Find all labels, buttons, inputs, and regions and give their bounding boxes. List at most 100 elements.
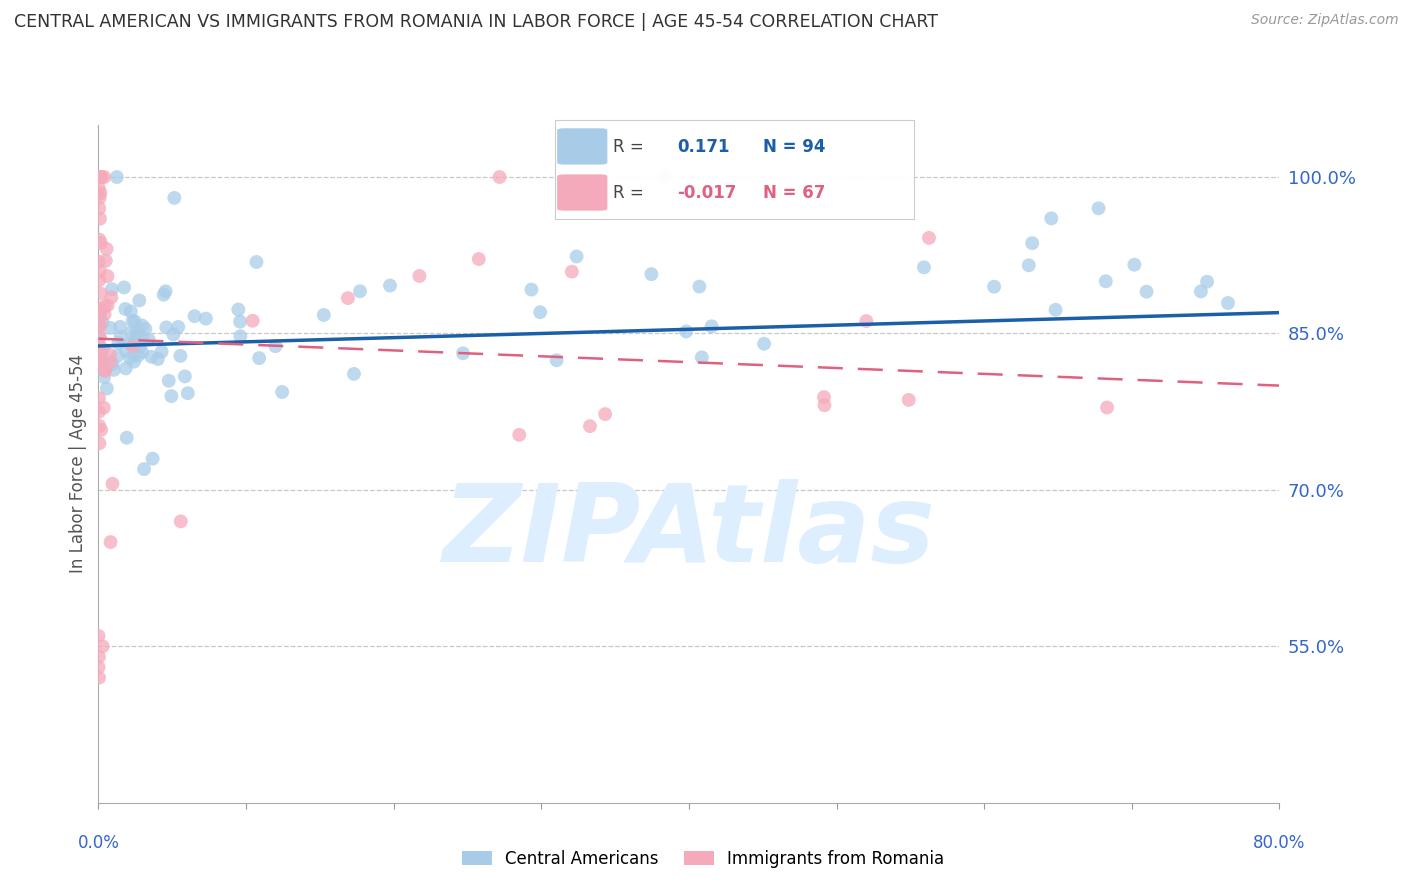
- Point: [89, 211, 111, 226]
- Point: [96, 381, 118, 395]
- Point: [162, 327, 184, 342]
- Point: [127, 348, 149, 362]
- Point: [183, 309, 205, 323]
- Point: [897, 392, 920, 407]
- Text: N = 67: N = 67: [763, 184, 825, 202]
- Point: [101, 476, 124, 491]
- Point: [150, 344, 173, 359]
- Point: [91, 315, 114, 329]
- Point: [131, 318, 153, 333]
- Point: [96, 269, 118, 284]
- Point: [157, 374, 180, 388]
- Point: [152, 287, 174, 301]
- Point: [89, 301, 111, 316]
- Point: [1045, 302, 1067, 317]
- Point: [349, 285, 371, 299]
- Point: [155, 320, 177, 334]
- Point: [96, 242, 118, 256]
- Text: N = 94: N = 94: [763, 138, 825, 156]
- Point: [336, 291, 359, 305]
- Point: [1087, 202, 1109, 216]
- Point: [138, 333, 160, 347]
- Point: [983, 279, 1005, 293]
- Point: [918, 231, 941, 245]
- Point: [96, 298, 118, 312]
- Point: [167, 320, 190, 334]
- Point: [593, 407, 616, 421]
- Legend: Central Americans, Immigrants from Romania: Central Americans, Immigrants from Roman…: [456, 844, 950, 875]
- Point: [142, 451, 165, 466]
- Point: [508, 427, 530, 442]
- Point: [115, 431, 138, 445]
- Point: [114, 301, 136, 316]
- FancyBboxPatch shape: [557, 175, 607, 211]
- Point: [468, 252, 491, 266]
- Point: [141, 350, 163, 364]
- Point: [110, 319, 132, 334]
- Point: [87, 187, 110, 202]
- Point: [378, 278, 401, 293]
- Point: [93, 169, 115, 184]
- Point: [89, 351, 111, 365]
- Point: [173, 369, 195, 384]
- Text: 0.0%: 0.0%: [77, 834, 120, 852]
- Point: [640, 267, 662, 281]
- Point: [90, 286, 112, 301]
- Point: [118, 337, 141, 351]
- Point: [1018, 258, 1040, 272]
- Point: [93, 370, 115, 384]
- Point: [87, 254, 110, 268]
- Point: [89, 339, 111, 353]
- Point: [94, 253, 117, 268]
- Text: CENTRAL AMERICAN VS IMMIGRANTS FROM ROMANIA IN LABOR FORCE | AGE 45-54 CORRELATI: CENTRAL AMERICAN VS IMMIGRANTS FROM ROMA…: [14, 13, 938, 31]
- Point: [122, 336, 145, 351]
- Point: [194, 311, 217, 326]
- Point: [714, 180, 737, 194]
- Point: [101, 282, 124, 296]
- Point: [90, 235, 112, 250]
- Point: [89, 202, 111, 216]
- Point: [229, 315, 252, 329]
- Point: [177, 386, 200, 401]
- Point: [87, 391, 110, 405]
- Point: [89, 330, 111, 344]
- Point: [124, 329, 146, 343]
- Point: [89, 273, 111, 287]
- Point: [131, 345, 153, 359]
- Point: [90, 346, 112, 360]
- Point: [247, 351, 270, 365]
- Point: [132, 462, 155, 476]
- Point: [91, 343, 114, 357]
- Point: [700, 319, 723, 334]
- Point: [131, 331, 153, 345]
- Point: [1216, 296, 1239, 310]
- Point: [89, 264, 111, 278]
- Point: [675, 325, 697, 339]
- Point: [343, 367, 366, 381]
- Point: [93, 307, 115, 321]
- Point: [89, 418, 111, 433]
- Point: [100, 535, 122, 549]
- Text: ZIPAtlas: ZIPAtlas: [443, 479, 935, 584]
- Point: [94, 363, 117, 377]
- Point: [690, 351, 713, 365]
- Text: -0.017: -0.017: [678, 184, 737, 202]
- Point: [546, 353, 568, 368]
- Point: [155, 285, 177, 299]
- Point: [87, 649, 110, 664]
- Point: [87, 169, 110, 184]
- Point: [122, 354, 145, 368]
- Point: [120, 326, 142, 340]
- Text: Source: ZipAtlas.com: Source: ZipAtlas.com: [1251, 13, 1399, 28]
- Point: [87, 671, 110, 685]
- Point: [94, 364, 117, 378]
- Point: [813, 398, 835, 412]
- Point: [169, 349, 191, 363]
- Point: [408, 268, 430, 283]
- Point: [561, 265, 583, 279]
- Point: [103, 363, 125, 377]
- Point: [87, 629, 110, 643]
- Point: [451, 346, 474, 360]
- Point: [121, 339, 143, 353]
- Point: [229, 329, 252, 343]
